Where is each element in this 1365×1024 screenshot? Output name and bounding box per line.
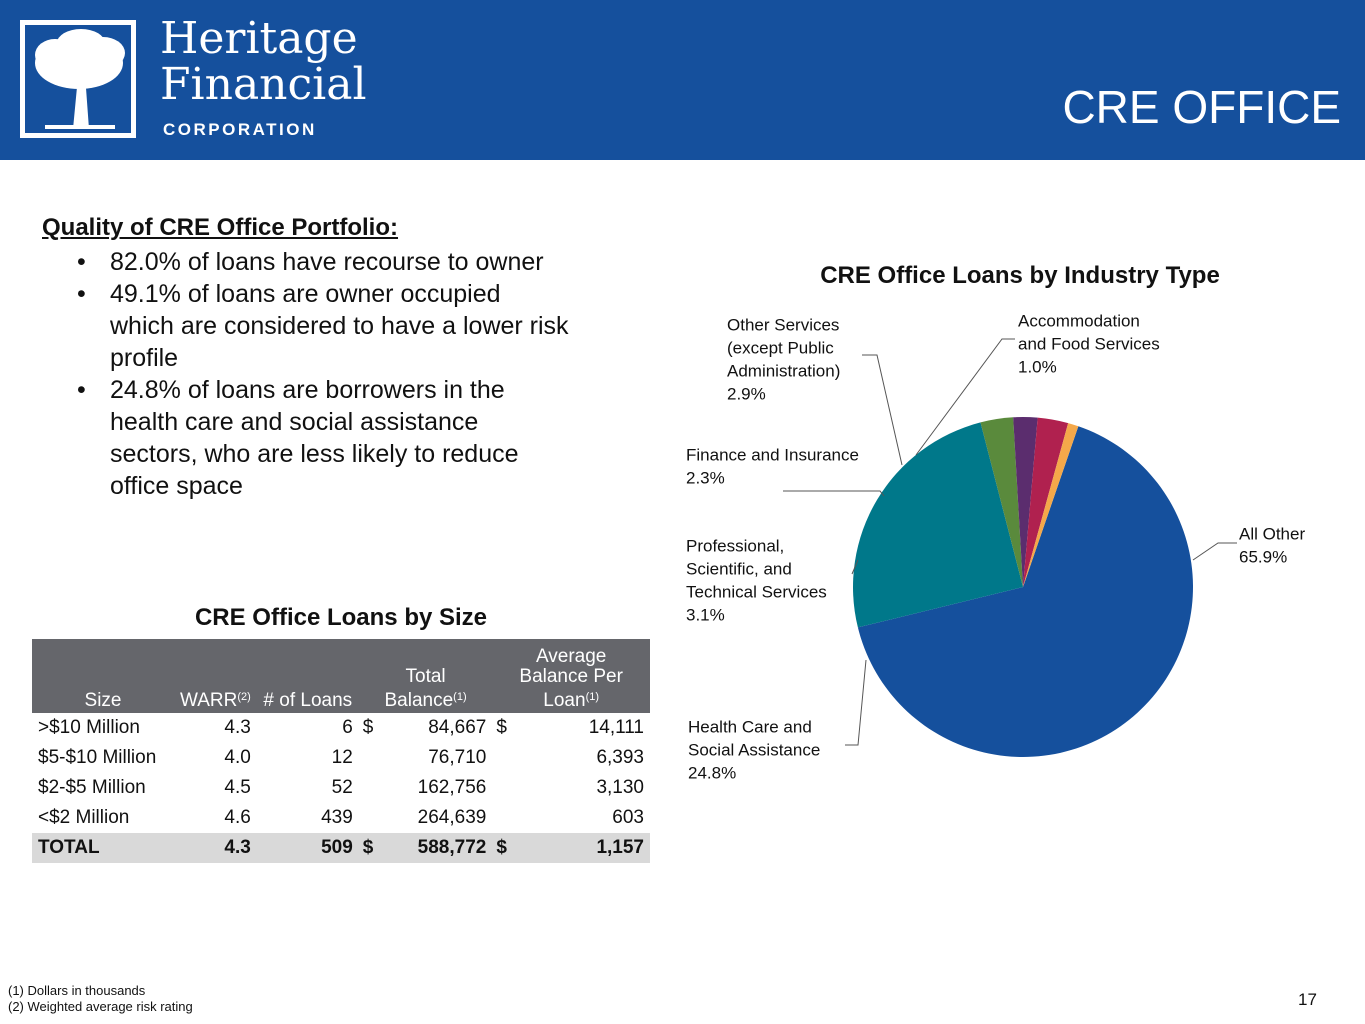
cell-total: 264,639	[417, 807, 487, 828]
pie-label-professional: Professional,	[686, 536, 784, 555]
cell-loans: 439	[321, 807, 353, 828]
brand-name: Heritage Financial	[160, 16, 367, 108]
cell-loans: 52	[331, 777, 353, 798]
footnotes: (1) Dollars in thousands (2) Weighted av…	[8, 983, 193, 1015]
pie-slice-finance	[1013, 417, 1038, 587]
size-table-title: CRE Office Loans by Size	[194, 604, 488, 631]
leader-line-finance	[783, 490, 885, 497]
brand-line-2: Financial	[160, 59, 367, 110]
cell-total: 588,772	[376, 833, 493, 863]
pie-label-health: 24.8%	[688, 763, 736, 782]
pie-label-all-other: 65.9%	[1239, 547, 1287, 566]
table-row: $5-$10 Million 4.0 12 76,710 6,393	[32, 743, 650, 773]
header-size: Size	[32, 639, 174, 713]
cell-currency: $	[358, 833, 377, 863]
pie-label-health: Health Care and	[688, 717, 812, 736]
pie-label-all-other: All Other	[1239, 524, 1305, 543]
quality-bullet: 24.8% of loans are borrowers in the heal…	[77, 374, 570, 502]
pie-label-other-services: (except Public	[727, 338, 834, 357]
cell-warr: 4.6	[224, 807, 251, 828]
pie-label-other-services: Other Services	[727, 315, 839, 334]
pie-slice-professional	[980, 417, 1023, 587]
footnote: (1) Dollars in thousands	[8, 983, 146, 998]
pie-slice-other-services	[1023, 417, 1069, 587]
chart-title: CRE Office Loans by Industry Type	[820, 262, 1220, 289]
pie-label-other-services: 2.9%	[727, 384, 766, 403]
table-row: $2-$5 Million 4.5 52 162,756 3,130	[32, 773, 650, 803]
cell-currency: $	[496, 717, 507, 738]
header-banner: Heritage Financial CORPORATION CRE OFFIC…	[0, 0, 1365, 160]
cell-total: 76,710	[428, 747, 487, 768]
pie-label-professional: Technical Services	[686, 582, 827, 601]
leader-line-all-other	[1192, 542, 1237, 561]
leader-line-professional	[851, 559, 859, 575]
leader-line-other-services	[862, 354, 903, 466]
leader-line-health	[845, 659, 867, 746]
cell-size: TOTAL	[32, 833, 174, 863]
header-total-balance: Total Balance(1)	[358, 639, 493, 713]
pie-label-professional: 3.1%	[686, 605, 725, 624]
cell-size: >$10 Million	[38, 717, 140, 738]
cell-average: 603	[612, 807, 644, 828]
footnote: (2) Weighted average risk rating	[8, 999, 193, 1014]
page-number: 17	[1298, 990, 1317, 1009]
cell-currency: $	[362, 717, 374, 738]
pie-label-professional: Scientific, and	[686, 559, 792, 578]
logo	[20, 20, 136, 138]
pie-label-accommodation: 1.0%	[1018, 357, 1057, 376]
cell-warr: 4.0	[224, 747, 251, 768]
cell-total: 162,756	[417, 777, 487, 798]
header-average-balance: Average Balance Per Loan(1)	[492, 639, 650, 713]
cell-warr: 4.3	[224, 717, 251, 738]
quality-bullets: 82.0% of loans have recourse to owner 49…	[42, 246, 642, 502]
pie-slice-health-care	[852, 422, 1023, 628]
cell-warr: 4.3	[174, 833, 257, 863]
pie-label-other-services: Administration)	[727, 361, 840, 380]
size-table-header: Size WARR(2) # of Loans Total Balance(1)…	[32, 639, 650, 713]
cell-average: 1,157	[510, 833, 650, 863]
pie-label-health: Social Assistance	[688, 740, 820, 759]
pie-slice-accommodation	[1023, 423, 1079, 587]
cell-loans: 509	[256, 833, 359, 863]
table-row: >$10 Million 4.3 6 $ 84,667 $ 14,111	[32, 713, 650, 743]
quality-bullet: 49.1% of loans are owner occupied which …	[77, 278, 570, 374]
tree-icon	[35, 29, 125, 129]
cell-currency: $	[492, 833, 511, 863]
cell-loans: 12	[331, 747, 353, 768]
leader-line-accommodation	[915, 338, 1015, 456]
cell-average: 3,130	[596, 777, 644, 798]
brand-line-1: Heritage	[160, 13, 358, 64]
brand-subtitle: CORPORATION	[163, 120, 317, 139]
header-loans: # of Loans	[256, 639, 359, 713]
page-title: CRE OFFICE	[1062, 81, 1341, 133]
pie-label-finance: 2.3%	[686, 468, 725, 487]
cell-average: 6,393	[596, 747, 644, 768]
cell-average: 14,111	[588, 717, 644, 738]
pie-label-finance: Finance and Insurance	[686, 445, 859, 464]
cell-size: $5-$10 Million	[38, 747, 157, 768]
header-warr: WARR(2)	[174, 639, 257, 713]
quality-bullet: 82.0% of loans have recourse to owner	[77, 246, 642, 278]
pie-label-accommodation: and Food Services	[1018, 334, 1160, 353]
cell-total: 84,667	[428, 717, 487, 738]
quality-section: Quality of CRE Office Portfolio: 82.0% o…	[42, 212, 642, 502]
pie-slice-all-other	[857, 426, 1194, 758]
pie-label-accommodation: Accommodation	[1018, 311, 1140, 330]
cell-size: $2-$5 Million	[38, 777, 146, 798]
cell-size: <$2 Million	[38, 807, 130, 828]
size-table: Size WARR(2) # of Loans Total Balance(1)…	[32, 639, 650, 863]
table-total-row: TOTAL 4.3 509 $ 588,772 $ 1,157	[32, 833, 650, 863]
cell-loans: 6	[342, 717, 353, 738]
cell-warr: 4.5	[224, 777, 251, 798]
quality-heading: Quality of CRE Office Portfolio:	[42, 214, 399, 241]
table-row: <$2 Million 4.6 439 264,639 603	[32, 803, 650, 833]
